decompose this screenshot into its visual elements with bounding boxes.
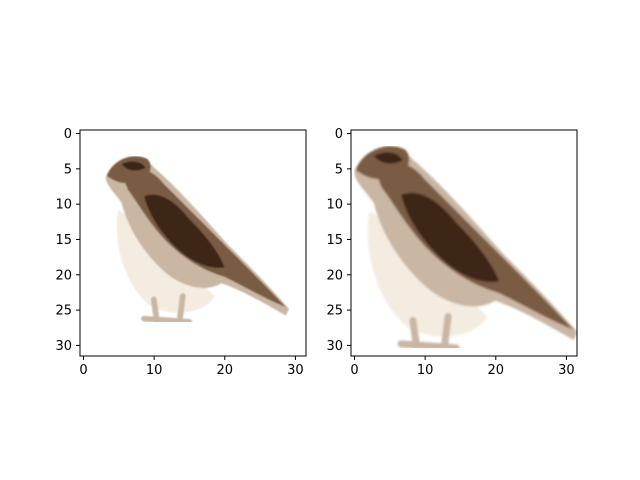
- right-y-tick-label: 10: [326, 198, 343, 213]
- left-y-tick-label: 5: [64, 162, 72, 177]
- bird-shape: [105, 156, 290, 325]
- bird-shape: [354, 146, 577, 352]
- left-x-tick-label: 30: [287, 363, 304, 378]
- right-y-tick-label: 25: [326, 304, 343, 319]
- left-x-tick-label: 10: [146, 363, 163, 378]
- left-y-tick-label: 15: [55, 233, 72, 248]
- left-axes: 0 10 20 30 0 5 10 15 20 25 30: [55, 127, 303, 378]
- right-y-tick-label: 0: [335, 127, 343, 142]
- bird-wing: [401, 192, 500, 282]
- right-x-tick-label: 30: [558, 363, 575, 378]
- left-image-panel: 0 10 20 30 0 5 10 15 20 25 30: [55, 127, 307, 378]
- bird-legs: [397, 312, 460, 352]
- bird-legs: [141, 293, 193, 325]
- left-y-tick-label: 30: [55, 339, 72, 354]
- left-y-tick-label: 25: [55, 304, 72, 319]
- left-y-tick-label: 10: [55, 198, 72, 213]
- left-axes-frame: [79, 129, 307, 357]
- right-y-tick-label: 30: [326, 339, 343, 354]
- right-x-tick-label: 0: [350, 363, 358, 378]
- right-image-panel: 0 10 20 30 0 5 10 15 20 25 30: [326, 127, 578, 378]
- right-y-tick-label: 15: [326, 233, 343, 248]
- right-bird-image: [354, 146, 577, 352]
- bird-wing: [144, 194, 225, 268]
- bird-crown: [121, 161, 146, 171]
- left-y-tick-label: 20: [55, 268, 72, 283]
- right-axes: 0 10 20 30 0 5 10 15 20 25 30: [326, 127, 574, 378]
- left-x-tick-label: 20: [217, 363, 234, 378]
- right-axes-frame: [350, 129, 578, 357]
- left-x-tick-label: 0: [79, 363, 87, 378]
- right-x-tick-label: 10: [417, 363, 434, 378]
- right-y-tick-label: 5: [335, 162, 343, 177]
- right-y-tick-label: 20: [326, 268, 343, 283]
- right-x-tick-label: 20: [488, 363, 505, 378]
- bird-crown: [373, 152, 403, 164]
- left-bird-image: [105, 156, 290, 325]
- left-y-tick-label: 0: [64, 127, 72, 142]
